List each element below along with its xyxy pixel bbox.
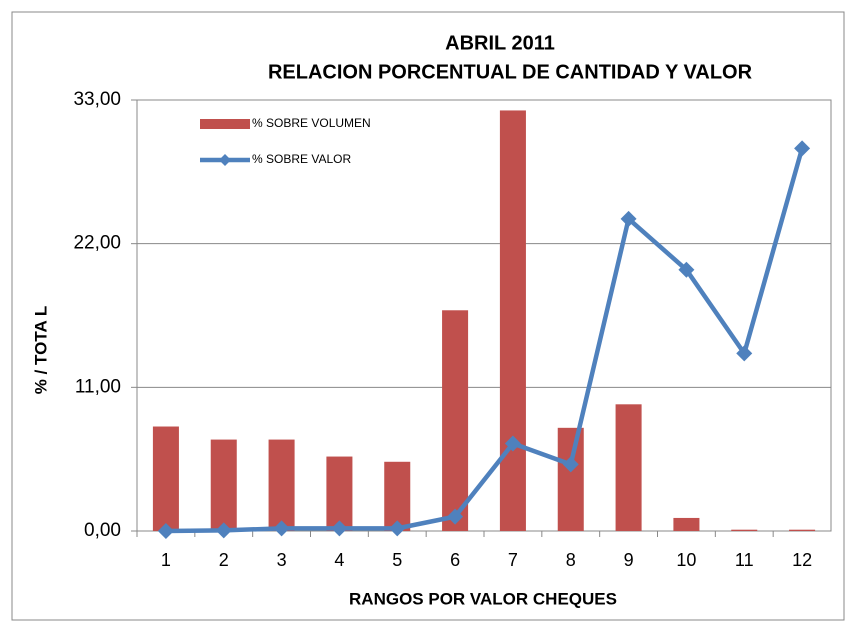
y-tick-label: 22,00 bbox=[73, 233, 121, 254]
x-tick-label: 5 bbox=[392, 550, 402, 570]
marker bbox=[562, 456, 579, 473]
marker bbox=[389, 520, 406, 537]
x-tick-label: 7 bbox=[508, 550, 518, 570]
x-tick-label: 2 bbox=[219, 550, 229, 570]
marker bbox=[331, 520, 348, 537]
x-tick-label: 3 bbox=[277, 550, 287, 570]
bar bbox=[384, 461, 411, 531]
x-tick-label: 12 bbox=[792, 550, 812, 570]
bar bbox=[731, 529, 758, 531]
marker bbox=[794, 140, 811, 157]
legend-marker bbox=[219, 154, 231, 166]
marker bbox=[620, 210, 637, 227]
x-tick-label: 1 bbox=[161, 550, 171, 570]
x-axis-title: RANGOS POR VALOR CHEQUES bbox=[349, 589, 617, 608]
chart-title: ABRIL 2011 bbox=[445, 32, 555, 54]
bar bbox=[499, 110, 526, 531]
bar bbox=[268, 439, 295, 531]
bar bbox=[210, 439, 237, 531]
bar bbox=[615, 404, 642, 531]
bar bbox=[442, 310, 469, 531]
x-tick-label: 10 bbox=[676, 550, 696, 570]
legend-label: % SOBRE VOLUMEN bbox=[252, 116, 371, 130]
x-tick-label: 11 bbox=[735, 550, 754, 570]
marker bbox=[678, 261, 695, 278]
marker bbox=[157, 523, 174, 539]
y-axis-title: % / TOTA L bbox=[31, 306, 50, 394]
marker bbox=[215, 522, 232, 539]
marker bbox=[736, 345, 753, 362]
bar bbox=[789, 529, 816, 531]
x-tick-label: 4 bbox=[334, 550, 344, 570]
marker bbox=[447, 508, 464, 525]
legend-swatch bbox=[200, 119, 250, 129]
y-tick-label: 33,00 bbox=[73, 89, 121, 110]
x-tick-label: 8 bbox=[566, 550, 576, 570]
y-tick-label: 0,00 bbox=[84, 520, 121, 541]
y-tick-label: 11,00 bbox=[75, 376, 121, 397]
chart-frame bbox=[11, 11, 845, 621]
marker bbox=[273, 520, 290, 537]
x-tick-label: 9 bbox=[624, 550, 634, 570]
chart-subtitle: RELACION PORCENTUAL DE CANTIDAD Y VALOR bbox=[268, 61, 753, 83]
bar bbox=[673, 517, 700, 531]
marker bbox=[504, 435, 521, 452]
bar bbox=[557, 427, 584, 531]
line bbox=[165, 147, 805, 534]
x-tick-label: 6 bbox=[450, 550, 460, 570]
legend-label: % SOBRE VALOR bbox=[252, 152, 351, 166]
bar bbox=[152, 426, 179, 531]
bar bbox=[326, 456, 353, 531]
